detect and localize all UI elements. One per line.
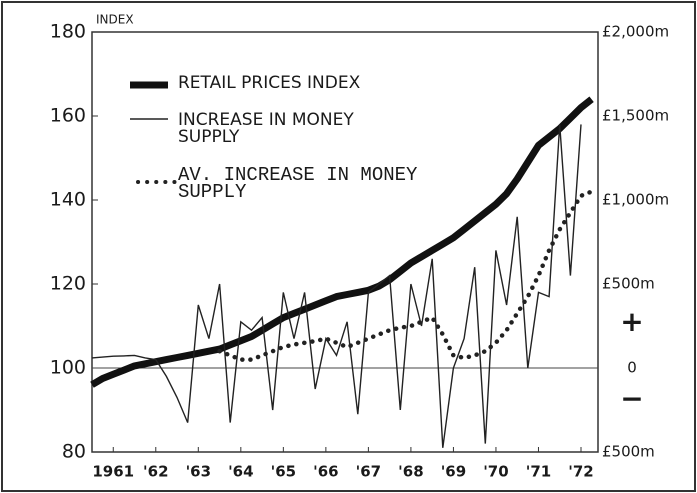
series-line <box>217 189 594 362</box>
y2-tick-label: £1,500m <box>602 107 669 125</box>
y2-tick-label: £500m <box>602 443 655 461</box>
x-tick-label: '69 <box>441 463 466 481</box>
x-tick-label: '72 <box>568 463 593 481</box>
x-tick-label: '67 <box>356 463 381 481</box>
minus-annotation: − <box>620 382 643 415</box>
x-tick-label: 1961 <box>92 463 134 481</box>
x-tick-label: '71 <box>526 463 551 481</box>
legend-label: RETAIL PRICES INDEX <box>178 73 361 93</box>
y2-tick-label: £500m <box>602 275 655 293</box>
y-tick-label: 120 <box>50 273 86 295</box>
plot-frame <box>91 31 599 453</box>
x-tick-label: '70 <box>483 463 508 481</box>
legend-label: AV. INCREASE IN MONEY SUPPLY <box>178 164 418 203</box>
y2-tick-label: £1,000m <box>602 191 669 209</box>
y-tick-label: 80 <box>62 441 86 463</box>
y-tick-label: 100 <box>50 357 86 379</box>
x-tick-label: '68 <box>398 463 423 481</box>
x-tick-label: '65 <box>271 463 296 481</box>
series-line <box>90 96 594 388</box>
x-tick-label: '64 <box>228 463 253 481</box>
series-line <box>91 124 582 448</box>
plus-annotation: + <box>620 305 643 338</box>
y-axis-label: INDEX <box>96 13 134 27</box>
legend-label: INCREASE IN MONEY SUPPLY <box>178 110 354 147</box>
y2-tick-label: 0 <box>627 359 637 377</box>
y-tick-label: 180 <box>50 21 86 43</box>
y-tick-label: 140 <box>50 189 86 211</box>
y2-tick-label: £2,000m <box>602 23 669 41</box>
x-tick-label: '63 <box>186 463 211 481</box>
x-tick-label: '66 <box>313 463 338 481</box>
y-tick-label: 160 <box>50 105 86 127</box>
x-tick-label: '62 <box>143 463 168 481</box>
